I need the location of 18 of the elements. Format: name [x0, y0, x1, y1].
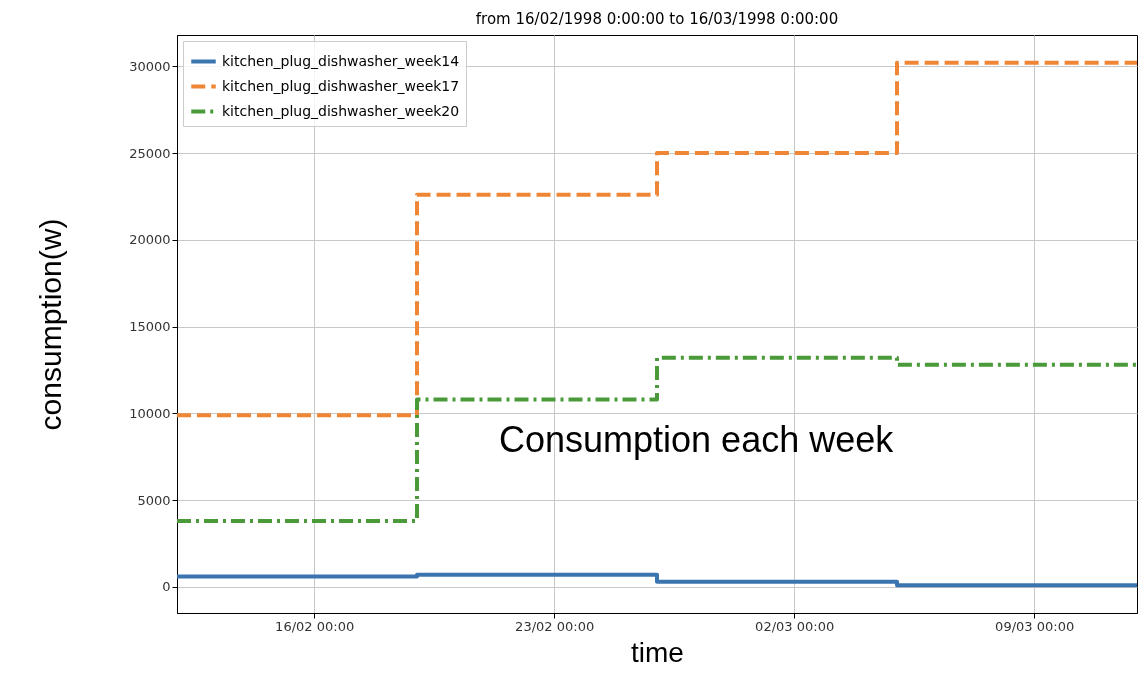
y-tick-label: 5000	[137, 492, 171, 508]
y-tick-label: 25000	[129, 145, 171, 161]
chart-title: from 16/02/1998 0:00:00 to 16/03/1998 0:00:00	[475, 10, 839, 28]
x-tick-label: 23/02 00:00	[515, 618, 595, 634]
y-axis-title: consumption(w)	[34, 218, 68, 431]
x-tick-label: 02/03 00:00	[755, 618, 835, 634]
y-tick-label: 15000	[129, 319, 171, 335]
y-tick-label: 20000	[129, 232, 171, 248]
y-tick-label: 30000	[129, 58, 171, 74]
legend-label: kitchen_plug_dishwasher_week14	[222, 52, 460, 69]
x-tick-label: 16/02 00:00	[275, 618, 355, 634]
x-axis-title: time	[631, 636, 684, 668]
legend-label: kitchen_plug_dishwasher_week20	[222, 102, 460, 119]
y-tick-label: 0	[162, 579, 171, 595]
y-tick-label: 10000	[129, 405, 171, 421]
x-tick-label: 09/03 00:00	[995, 618, 1075, 634]
legend-label: kitchen_plug_dishwasher_week17	[222, 77, 460, 94]
annotation: Consumption each week	[499, 419, 895, 460]
